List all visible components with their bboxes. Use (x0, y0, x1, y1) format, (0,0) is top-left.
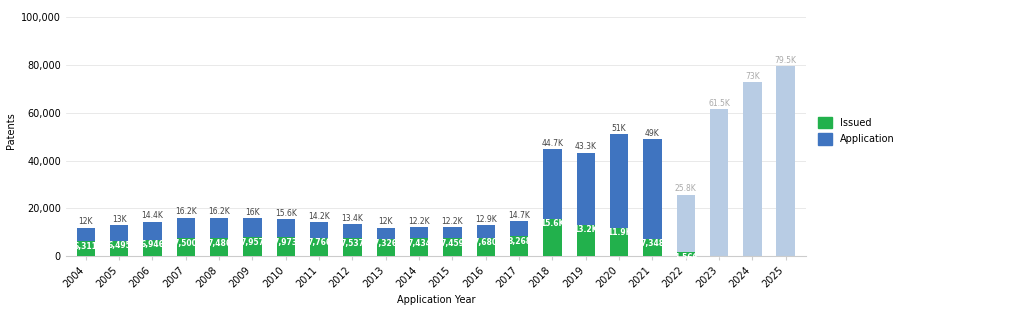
Bar (310, 238, 329, 256)
Text: 16.2K: 16.2K (175, 207, 197, 216)
Text: 12K: 12K (79, 217, 93, 226)
Text: 14.2K: 14.2K (308, 212, 330, 221)
Bar (443, 227, 462, 256)
Bar (143, 239, 162, 256)
Bar (410, 239, 428, 256)
Bar (476, 225, 495, 256)
Text: 7,973: 7,973 (273, 238, 298, 247)
Text: 44.7K: 44.7K (542, 139, 563, 148)
Bar (476, 238, 495, 256)
Text: 7,486: 7,486 (207, 239, 231, 248)
Bar (110, 225, 128, 256)
Bar (710, 109, 728, 256)
Bar (643, 139, 662, 256)
Text: 73K: 73K (745, 72, 760, 81)
Y-axis label: Patents: Patents (5, 113, 15, 149)
Text: 1,566: 1,566 (674, 253, 697, 262)
Text: 25.8K: 25.8K (675, 184, 696, 193)
Bar (377, 239, 395, 256)
Bar (377, 228, 395, 256)
Bar (77, 241, 95, 256)
Text: 15.6K: 15.6K (541, 220, 564, 229)
Bar (510, 236, 528, 256)
Bar (244, 218, 261, 256)
Bar (543, 219, 561, 256)
Text: 7,459: 7,459 (440, 239, 464, 248)
Bar (543, 150, 561, 256)
Text: 6,946: 6,946 (140, 240, 165, 249)
Bar (677, 253, 695, 256)
Bar (343, 224, 361, 256)
Bar (343, 238, 361, 256)
Bar (743, 82, 762, 256)
Text: 51K: 51K (611, 124, 627, 133)
Text: 13K: 13K (112, 215, 127, 224)
Bar (310, 222, 329, 256)
X-axis label: Application Year: Application Year (396, 295, 475, 305)
Bar (410, 227, 428, 256)
Bar (177, 217, 195, 256)
Bar (77, 228, 95, 256)
Legend: Issued, Application: Issued, Application (818, 117, 895, 145)
Text: 7,957: 7,957 (241, 238, 264, 247)
Text: 7,326: 7,326 (374, 239, 397, 248)
Text: 15.6K: 15.6K (274, 209, 297, 217)
Bar (610, 228, 628, 256)
Bar (577, 153, 595, 256)
Text: 14.7K: 14.7K (508, 211, 530, 220)
Text: 17: 17 (714, 257, 724, 266)
Text: 13.2K: 13.2K (573, 225, 598, 234)
Text: 6,495: 6,495 (108, 241, 131, 250)
Bar (244, 237, 261, 256)
Bar (510, 221, 528, 256)
Text: 16.2K: 16.2K (208, 207, 230, 216)
Text: 6,311: 6,311 (74, 242, 97, 251)
Text: 12.9K: 12.9K (475, 215, 497, 224)
Text: 7,434: 7,434 (408, 239, 431, 248)
Text: 7,537: 7,537 (340, 239, 365, 248)
Text: 43.3K: 43.3K (574, 142, 597, 151)
Text: 7,766: 7,766 (307, 238, 331, 247)
Text: 8,268: 8,268 (507, 237, 531, 246)
Bar (677, 195, 695, 256)
Text: 7,680: 7,680 (474, 238, 498, 247)
Text: 7,500: 7,500 (174, 239, 198, 248)
Text: 49K: 49K (645, 129, 659, 138)
Bar (443, 239, 462, 256)
Bar (210, 217, 228, 256)
Bar (276, 219, 295, 256)
Text: 61.5K: 61.5K (708, 99, 730, 108)
Bar (110, 241, 128, 256)
Bar (610, 134, 628, 256)
Text: 14.4K: 14.4K (141, 211, 164, 220)
Bar (276, 237, 295, 256)
Bar (143, 222, 162, 256)
Text: 12K: 12K (379, 217, 393, 226)
Text: 7,348: 7,348 (640, 239, 665, 248)
Bar (643, 239, 662, 256)
Bar (210, 238, 228, 256)
Text: 11.9K: 11.9K (607, 228, 631, 237)
Text: 79.5K: 79.5K (775, 56, 797, 65)
Text: 12.2K: 12.2K (441, 217, 463, 226)
Text: 12.2K: 12.2K (409, 217, 430, 226)
Bar (776, 67, 795, 256)
Bar (177, 238, 195, 256)
Text: 13.4K: 13.4K (341, 214, 364, 223)
Bar (577, 225, 595, 256)
Text: 16K: 16K (245, 207, 260, 216)
